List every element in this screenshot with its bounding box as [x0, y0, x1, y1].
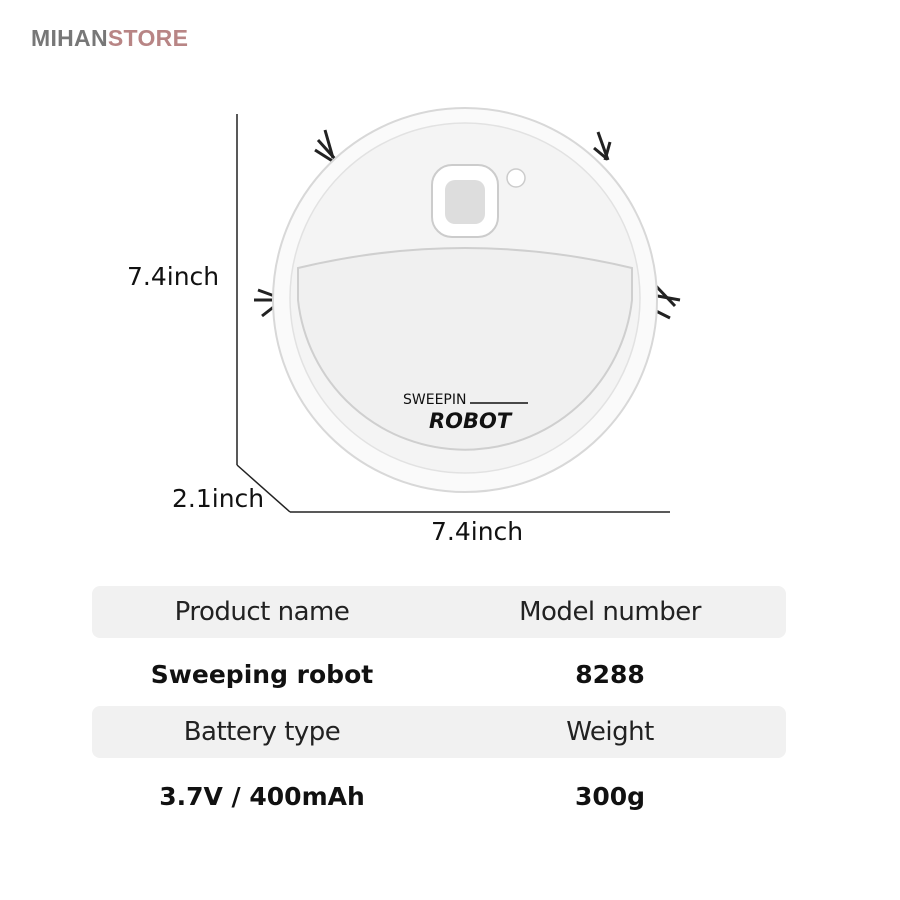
power-button-icon [506, 168, 526, 188]
spec-value: 8288 [575, 659, 645, 689]
height-dimension: 7.4inch [127, 262, 220, 291]
spec-header-row: Product name Model number [92, 586, 786, 638]
dimension-lines [236, 114, 670, 513]
spec-label: Product name [174, 597, 350, 627]
spec-label: Model number [519, 597, 701, 627]
brand-logo-part2: STORE [107, 25, 189, 51]
spec-value: Sweeping robot [150, 659, 374, 689]
spec-label: Battery type [183, 717, 341, 747]
spec-value-row: Sweeping robot 8288 [92, 648, 786, 700]
depth-dimension: 2.1inch [172, 484, 265, 513]
spec-value-row: 3.7V / 400mAh 300g [92, 770, 786, 822]
brand-logo: MIHANSTORE [31, 25, 188, 52]
spec-label: Weight [566, 717, 654, 747]
label-sweepin: SWEEPIN [403, 392, 466, 408]
spec-value: 300g [574, 781, 646, 811]
robot-illustration: SWEEPIN ROBOT [236, 107, 681, 513]
brand-logo-part1: MIHAN [31, 25, 108, 51]
spec-header-row: Battery type Weight [92, 706, 786, 758]
width-dimension: 7.4inch [431, 517, 524, 546]
label-robot: ROBOT [429, 409, 513, 433]
spec-value: 3.7V / 400mAh [159, 781, 365, 811]
